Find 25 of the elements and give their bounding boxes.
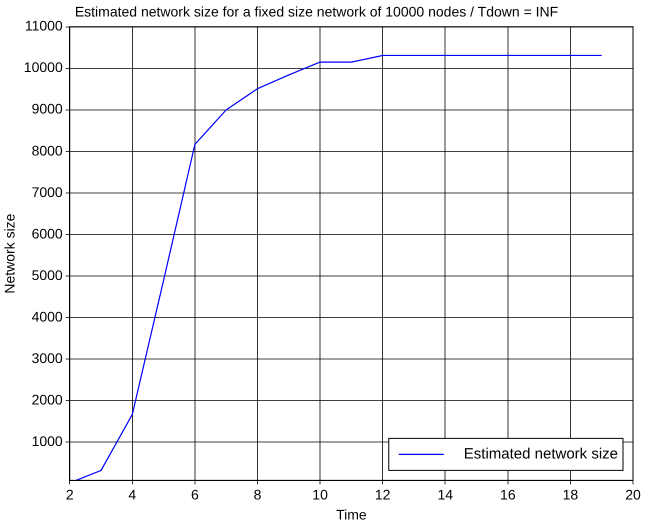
x-tick-label: 18 [562, 486, 578, 503]
y-tick-label: 10000 [24, 59, 63, 76]
x-tick-label: 12 [374, 486, 391, 503]
y-tick-label: 6000 [32, 225, 63, 242]
y-tick-label: 11000 [24, 18, 63, 34]
x-tick-label: 20 [625, 486, 641, 503]
y-tick-label: 4000 [32, 308, 63, 324]
x-axis-title: Time [336, 506, 367, 522]
y-tick-label: 3000 [32, 350, 63, 366]
y-tick-label: 7000 [32, 184, 63, 200]
x-tick-label: 4 [128, 486, 136, 503]
chart-title: Estimated network size for a fixed size network of 10000 nodes / Tdown = INF [74, 3, 558, 20]
x-tick-label: 2 [66, 486, 74, 503]
x-tick-label: 10 [312, 486, 328, 503]
y-tick-label: 5000 [32, 266, 63, 283]
legend-label: Estimated network size [464, 446, 618, 463]
x-tick-label: 16 [500, 486, 516, 503]
x-tick-label: 6 [191, 486, 200, 503]
y-tick-label: 1000 [32, 433, 63, 450]
y-tick-label: 9000 [32, 100, 63, 117]
y-tick-label: 8000 [32, 142, 63, 158]
x-tick-label: 14 [437, 486, 454, 503]
y-tick-label: 2000 [32, 392, 63, 408]
x-tick-label: 8 [254, 486, 262, 503]
y-axis-title: Network size [1, 213, 18, 294]
